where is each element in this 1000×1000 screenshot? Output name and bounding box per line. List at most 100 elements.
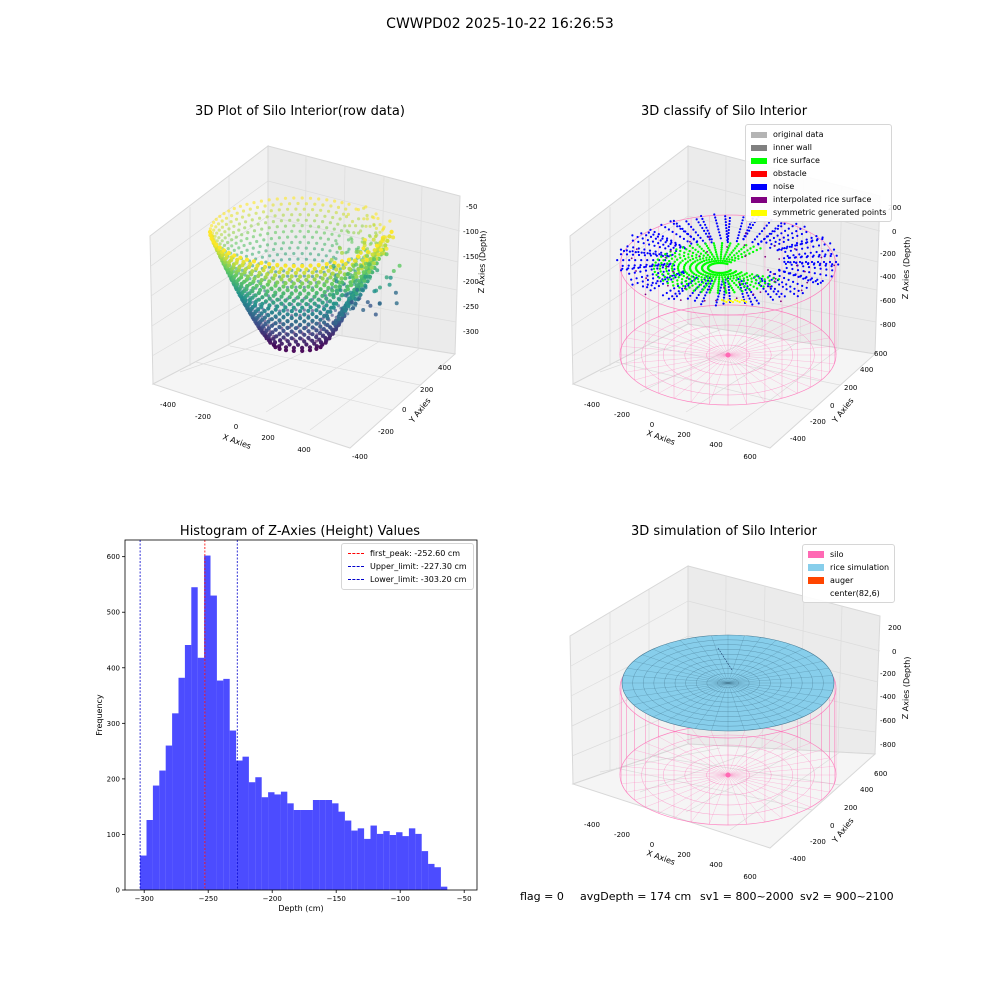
rice-surface-point [728,272,732,276]
noise-point [643,248,646,251]
noise-point [809,278,812,281]
noise-point [780,232,783,235]
panel1-y-tick: 400 [438,364,451,372]
scatter-point [264,221,268,225]
scatter-point [267,198,271,202]
noise-point [825,262,828,265]
noise-point [718,234,722,237]
scatter-point [354,249,359,254]
scatter-point [321,220,325,224]
scatter-point [279,294,284,299]
scatter-point [232,248,236,252]
rice-surface-point [671,265,674,268]
rice-surface-point [668,259,671,263]
noise-point [664,278,667,281]
silo-spoke [727,337,830,356]
scatter-point [365,279,370,284]
noise-point [674,241,677,244]
panel1-y-tick: 0 [402,406,406,414]
panel1-z-label: Z Axies (Depth) [477,230,488,293]
rice-surface-point [670,257,674,260]
scatter-point [227,209,231,213]
scatter-point [356,270,361,275]
noise-point [726,240,729,244]
histogram-bar [370,825,377,890]
scatter-point [318,311,323,316]
scatter-point [354,207,358,211]
scatter-point [304,246,308,250]
rice-surface-point [708,260,712,264]
noise-point [705,226,708,229]
scatter-point [283,252,288,256]
rice-surface-point [677,263,681,266]
noise-point [784,250,787,253]
scatter-point [348,307,352,311]
scatter-point [277,270,282,275]
rice-surface-point [696,277,700,281]
scatter-point [277,208,281,212]
rice-surface-point [703,286,707,289]
noise-point [708,238,711,241]
scatter-point [212,220,216,224]
noise-point [648,252,652,255]
rice-surface-point [683,251,686,254]
noise-point [804,260,808,264]
rice-surface-point [777,278,780,281]
scatter-point [251,300,255,304]
rice-surface-point [730,256,734,259]
histogram-bar [197,657,205,890]
noise-point [680,271,683,274]
rice-surface-point [696,243,699,246]
panel3-legend: first_peak: -252.60 cm Upper_limit: -227… [341,543,474,590]
scatter-point [336,205,341,209]
noise-point [644,269,648,272]
legend-label: obstacle [773,169,807,178]
rice-surface-point [714,248,717,252]
noise-point [694,231,697,234]
panel1-x-tick: -200 [195,413,211,421]
scatter-point [243,267,248,272]
legend-item: rice surface [751,154,886,167]
scatter-point [340,280,345,285]
scatter-point [244,257,250,262]
panel4-z-tick: -200 [880,670,896,678]
scatter-point [346,304,351,309]
noise-point [742,295,745,298]
rice-surface-point [688,286,691,289]
rice-surface-point [685,248,688,251]
rice-surface-point [659,264,662,268]
scatter-point [271,266,276,271]
interpolated-point [759,291,762,293]
rice-surface-point [734,256,737,260]
scatter-point [273,230,278,235]
noise-point [675,222,678,225]
histogram-bar [268,792,275,890]
silo-spoke [727,736,798,776]
scatter-point [328,249,332,253]
interpolated-point [708,288,711,291]
scatter-point [331,295,336,300]
noise-point [622,249,626,253]
silo-spoke [727,354,766,403]
noise-point [748,297,751,300]
scatter-point [293,312,298,317]
noise-point [771,298,774,301]
rice-surface-point [737,286,740,289]
scatter-point [248,261,253,267]
noise-point [645,263,648,266]
scatter-point [306,229,310,234]
scatter-point [219,233,224,237]
rice-surface-point [754,282,757,285]
panel1-x-tick: 0 [234,423,238,431]
scatter-point [312,294,317,299]
scatter-point [254,283,259,288]
noise-point [787,227,790,230]
rice-surface-point [695,287,698,290]
rice-surface-point [729,275,733,278]
noise-point [643,266,646,269]
histogram-reference-lines [139,540,238,890]
noise-point [661,282,665,285]
legend-item: rice simulation [808,561,889,574]
noise-point [816,282,819,286]
